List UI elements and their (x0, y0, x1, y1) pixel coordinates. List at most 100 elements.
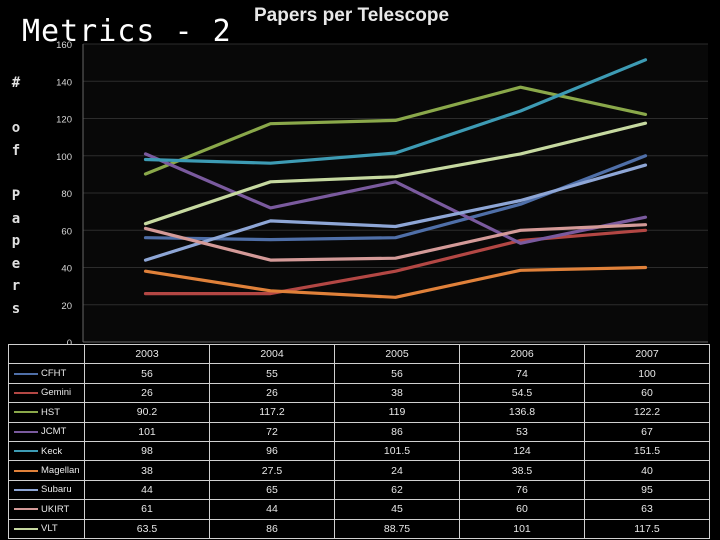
legend-label: Keck (41, 445, 63, 457)
legend-swatch (14, 508, 38, 511)
data-table: 2003 2004 2005 2006 2007 CFHT 56 55 56 74 100 Gemi… (8, 343, 710, 539)
legend-label: HST (41, 406, 60, 418)
data-label: 124 (459, 440, 585, 462)
chart-title: Papers per Telescope (254, 5, 450, 26)
data-label: 38 (334, 382, 460, 404)
y-tick-label: 100 (56, 152, 72, 163)
data-label: 55 (209, 363, 335, 384)
x-tick-label: 2006 (459, 343, 585, 365)
data-label: 67 (584, 421, 710, 442)
data-label: 151.5 (584, 440, 710, 462)
y-tick-label: 40 (61, 264, 72, 275)
data-label: 72 (209, 421, 335, 442)
series-line-magellan (143, 265, 648, 299)
data-label: 86 (209, 518, 335, 539)
data-label: 62 (334, 479, 460, 501)
y-tick-label: 80 (61, 189, 72, 200)
y-tick-label: 60 (61, 226, 72, 237)
data-label: 63 (584, 499, 710, 520)
legend-swatch (14, 488, 38, 491)
legend-entry: Magellan (8, 460, 85, 481)
legend-label: UKIRT (41, 503, 70, 515)
data-label: 74 (459, 363, 585, 384)
table-row: HST 90.2 117.2 119 136.8 122.2 (8, 402, 710, 423)
data-label: 101 (459, 518, 585, 539)
data-label: 86 (334, 421, 460, 442)
data-label: 63.5 (84, 518, 210, 539)
data-label: 90.2 (84, 402, 210, 423)
y-axis-label-letter: o (11, 120, 21, 137)
y-axis-label-letter: e (11, 255, 21, 272)
y-tick-label: 120 (56, 115, 72, 126)
y-axis-label-letter: # (11, 75, 21, 91)
data-label: 117.5 (584, 518, 710, 539)
legend-swatch (14, 391, 38, 394)
data-label: 61 (84, 499, 210, 520)
data-label: 54.5 (459, 382, 585, 404)
table-row: JCMT 101 72 86 53 67 (8, 421, 710, 442)
x-tick-label: 2005 (334, 343, 460, 365)
line-chart: 0 20 40 60 80 100 120 140 160 (56, 40, 708, 345)
legend-label: Magellan (41, 465, 80, 477)
data-label: 117.2 (209, 402, 335, 423)
data-label: 65 (209, 479, 335, 501)
legend-swatch (14, 450, 38, 453)
data-label: 95 (584, 479, 710, 501)
table-row: CFHT 56 55 56 74 100 (8, 363, 710, 384)
legend-entry: UKIRT (8, 499, 85, 520)
legend-swatch (14, 411, 38, 414)
x-tick-label: 2003 (84, 343, 210, 365)
series-line-jcmt (143, 152, 648, 245)
y-axis-label-letter: a (11, 210, 21, 227)
legend-label: JCMT (41, 426, 67, 438)
data-label: 24 (334, 460, 460, 481)
legend-entry: HST (8, 402, 85, 423)
legend-entry: JCMT (8, 421, 85, 442)
y-axis-label-letter: r (11, 278, 21, 295)
series-line-gemini (143, 228, 648, 296)
data-label: 26 (209, 382, 335, 404)
series-line-ukirt (143, 223, 648, 262)
data-label: 38.5 (459, 460, 585, 481)
table-row: VLT 63.5 86 88.75 101 117.5 (8, 518, 710, 539)
data-label: 27.5 (209, 460, 335, 481)
data-label: 88.75 (334, 518, 460, 539)
data-label: 96 (209, 440, 335, 462)
legend-swatch (14, 527, 38, 530)
y-tick-label: 140 (56, 77, 72, 88)
data-label: 44 (209, 499, 335, 520)
x-tick-label: 2004 (209, 343, 335, 365)
table-row: UKIRT 61 44 45 60 63 (8, 499, 710, 520)
data-label: 60 (584, 382, 710, 404)
data-label: 100 (584, 363, 710, 384)
y-axis-label-letter: P (11, 187, 21, 204)
data-label: 122.2 (584, 402, 710, 423)
legend-label: Subaru (41, 484, 72, 496)
legend-label: Gemini (41, 387, 72, 399)
data-label: 98 (84, 440, 210, 462)
data-label: 136.8 (459, 402, 585, 423)
y-axis-label-letter: s (11, 300, 21, 317)
legend-entry: Subaru (8, 479, 85, 501)
y-axis-label-letter: f (11, 142, 21, 159)
y-tick-label: 20 (61, 301, 72, 312)
data-label: 56 (334, 363, 460, 384)
data-label: 40 (584, 460, 710, 481)
data-label: 76 (459, 479, 585, 501)
series-line-hst (143, 85, 648, 176)
legend-entry: Gemini (8, 382, 85, 404)
table-row: Gemini 26 26 38 54.5 60 (8, 382, 710, 404)
data-label: 60 (459, 499, 585, 520)
legend-label: CFHT (41, 368, 67, 380)
data-label: 44 (84, 479, 210, 501)
table-corner-cell (8, 343, 85, 365)
data-label: 26 (84, 382, 210, 404)
series-line-keck (143, 58, 648, 165)
legend-swatch (14, 372, 38, 375)
data-label: 119 (334, 402, 460, 423)
x-tick-label: 2007 (584, 343, 710, 365)
data-label: 45 (334, 499, 460, 520)
table-row: Keck 98 96 101.5 124 151.5 (8, 440, 710, 462)
data-label: 101 (84, 421, 210, 442)
